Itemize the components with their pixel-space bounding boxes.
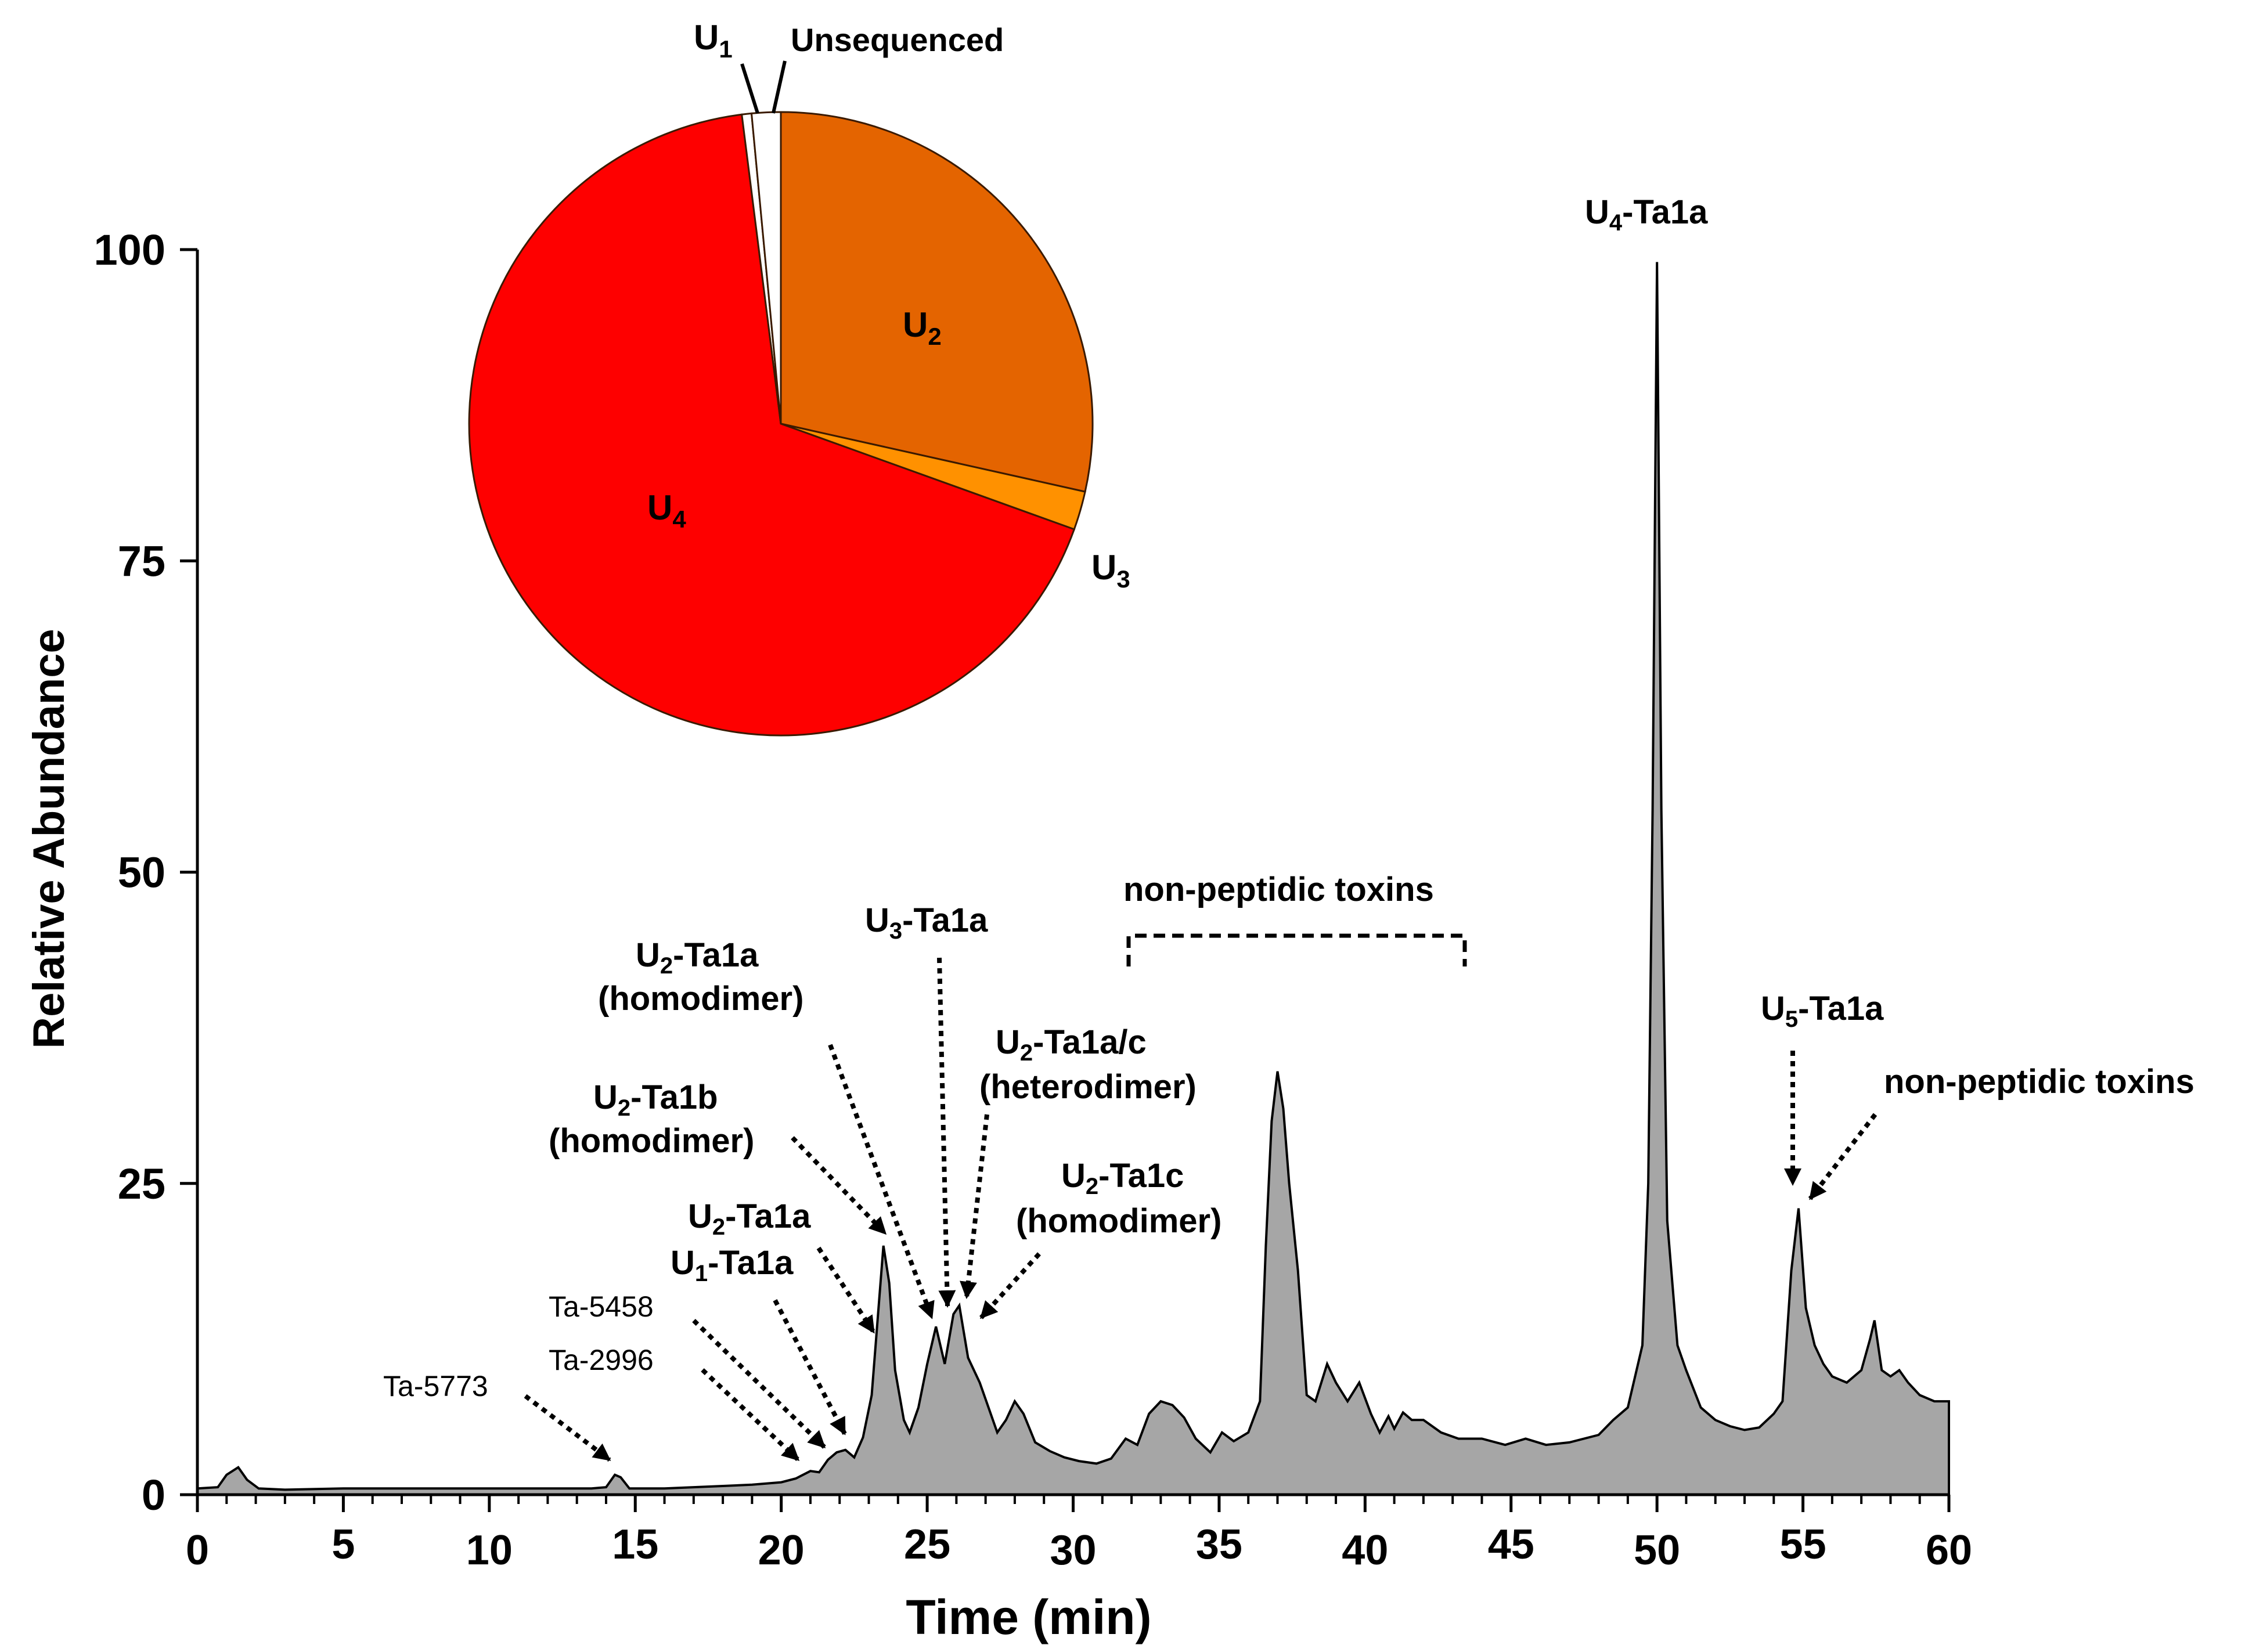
annotation-ta-5773-arrow	[524, 1394, 611, 1462]
x-tick-label-40: 40	[1342, 1527, 1388, 1574]
x-tick-label-60: 60	[1926, 1527, 1972, 1574]
chromatogram-plot: 0 5 10 15 20 25 30 35 40 45 50 55 60 0 25 50 75 100 Time…	[24, 226, 1972, 1644]
pie-slice-u2	[780, 111, 1094, 493]
annotation-u5-ta1a: U5-Ta1a	[1761, 990, 1884, 1032]
annotation-ta-2996-arrow	[701, 1368, 800, 1462]
x-tick-label-45: 45	[1488, 1521, 1534, 1568]
x-tick-label-50: 50	[1634, 1527, 1680, 1574]
y-axis-ticks: 0 25 50 75 100	[94, 226, 197, 1519]
annotation-ta-5458: Ta-5458	[549, 1290, 654, 1323]
pie-leader-u1	[740, 63, 759, 114]
x-axis-minor-ticks	[225, 1495, 1921, 1504]
pie-slice-u4	[468, 113, 1076, 737]
y-axis-title: Relative Abundance	[24, 629, 74, 1049]
y-tick-label-75: 75	[118, 537, 165, 585]
x-tick-label-20: 20	[758, 1527, 805, 1574]
pie-chart	[468, 111, 1094, 737]
annotation-u2-ta1b-line2: (homodimer)	[549, 1122, 754, 1160]
y-tick-label-0: 0	[142, 1471, 165, 1519]
pie-label-u3: U3	[1091, 548, 1130, 593]
x-tick-label-5: 5	[331, 1521, 355, 1568]
pie-label-u4: U4	[647, 488, 686, 533]
pie-slice-unsequenced	[750, 111, 782, 424]
annotation-u3-ta1a-arrow	[937, 957, 956, 1308]
annotation-non-peptidic-toxins-2-arrow	[1808, 1113, 1878, 1200]
annotation-u2-ta1a-homodimer-arrow	[828, 1044, 935, 1319]
x-tick-label-30: 30	[1050, 1527, 1096, 1574]
x-axis-title: Time (min)	[906, 1590, 1151, 1644]
annotation-ta-2996: Ta-2996	[549, 1344, 654, 1376]
x-tick-label-25: 25	[904, 1521, 950, 1568]
annotation-u2-ta1ac-line2: (heterodimer)	[979, 1068, 1197, 1106]
pie-label-u2: U2	[903, 305, 942, 350]
peak-annotations: Ta-5773 Ta-2996 Ta-5458 U1-Ta1a U2-Ta1a …	[383, 193, 2194, 1462]
annotation-u1-ta1a: U1-Ta1a	[671, 1244, 794, 1286]
x-tick-label-35: 35	[1196, 1521, 1242, 1568]
annotation-non-peptidic-toxins-bracket	[1126, 933, 1467, 966]
annotation-u2-ta1b: U2-Ta1b	[593, 1079, 718, 1121]
x-tick-label-0: 0	[186, 1527, 209, 1574]
annotation-u2-ta1b-arrow	[791, 1136, 887, 1235]
annotation-u3-ta1a: U3-Ta1a	[865, 901, 988, 944]
y-tick-label-100: 100	[94, 226, 165, 274]
x-tick-label-10: 10	[466, 1527, 513, 1574]
pie-label-u1: U1	[694, 18, 733, 63]
y-tick-label-25: 25	[118, 1160, 165, 1208]
annotation-non-peptidic-toxins-2: non-peptidic toxins	[1884, 1063, 2194, 1101]
annotation-non-peptidic-toxins-1: non-peptidic toxins	[1123, 871, 1434, 908]
x-tick-label-55: 55	[1780, 1521, 1826, 1568]
annotation-u2-ta1c-arrow	[979, 1252, 1041, 1319]
annotation-u2-ta1c: U2-Ta1c	[1061, 1157, 1184, 1199]
pie-label-unsequenced: Unsequenced	[791, 21, 1004, 58]
annotation-ta-5773: Ta-5773	[383, 1370, 488, 1402]
chromatogram-trace	[196, 262, 1950, 1496]
x-tick-label-15: 15	[612, 1521, 658, 1568]
annotation-u2-ta1a: U2-Ta1a	[688, 1197, 811, 1240]
annotation-u2-ta1a-homodimer-line2: (homodimer)	[598, 980, 803, 1018]
pie-leader-unsequenced	[772, 60, 787, 114]
annotation-ta-5458-arrow	[692, 1319, 826, 1449]
annotation-u1-ta1a-arrow	[773, 1299, 847, 1435]
y-tick-label-50: 50	[118, 849, 165, 897]
annotation-u4-ta1a: U4-Ta1a	[1585, 193, 1708, 236]
annotation-u2-ta1ac: U2-Ta1a/c	[996, 1023, 1147, 1066]
x-axis-ticks: 0 5 10 15 20 25 30 35 40 45 50 55 60	[186, 1495, 1972, 1574]
pie-labels: U2 U3 U4 U1 Unsequenced	[647, 18, 1130, 593]
annotation-u2-ta1ac-arrow	[960, 1114, 989, 1299]
annotation-u2-ta1a-arrow	[816, 1246, 876, 1334]
annotation-u2-ta1a-homodimer: U2-Ta1a	[636, 936, 759, 979]
annotation-u2-ta1c-line2: (homodimer)	[1016, 1202, 1221, 1240]
